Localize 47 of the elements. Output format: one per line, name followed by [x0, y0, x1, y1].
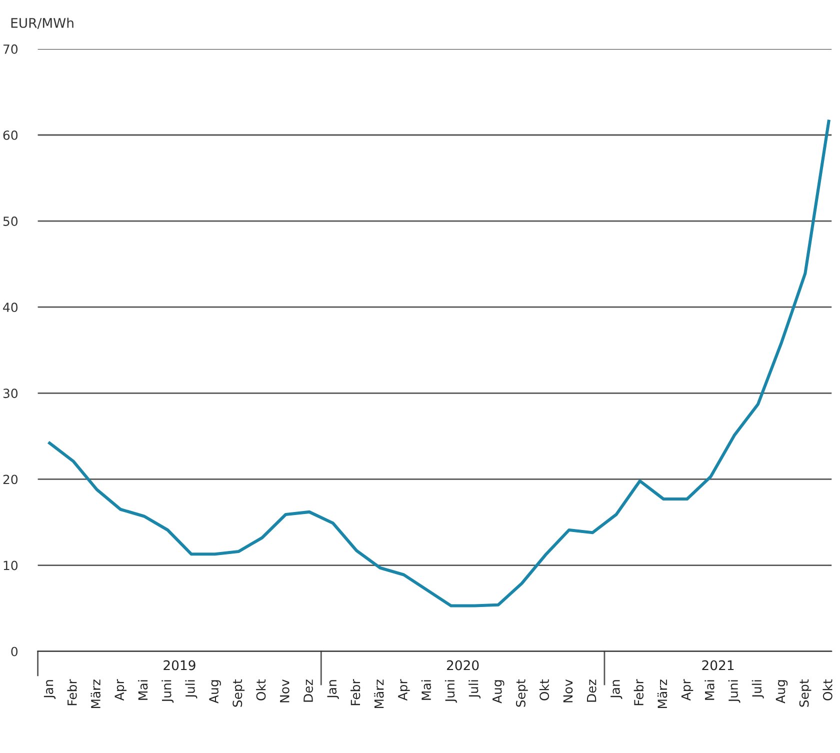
- x-tick-label: Juli: [752, 680, 764, 698]
- x-tick-label: Sept: [799, 679, 812, 707]
- x-tick-label: Mai: [138, 680, 148, 700]
- y-tick-label: 0: [11, 646, 18, 656]
- x-tick-label: Mai: [421, 680, 432, 700]
- x-tick-label: Mai: [704, 680, 714, 700]
- y-tick-label: 40: [3, 302, 18, 312]
- x-tick-label: Aug: [776, 680, 788, 704]
- x-tick-label: Aug: [209, 680, 221, 704]
- x-tick-label: März: [657, 680, 668, 708]
- x-tick-label: Okt: [822, 679, 832, 700]
- x-tick-label: Juni: [162, 680, 174, 703]
- y-tick-label: 70: [3, 44, 18, 54]
- x-tick-label: März: [374, 680, 384, 708]
- x-tick-label: Jan: [610, 680, 622, 700]
- x-tick-label: Nov: [563, 680, 573, 702]
- y-tick-label: 10: [4, 560, 18, 570]
- text: 2021: [702, 660, 734, 670]
- x-tick-label: Dez: [586, 680, 596, 702]
- x-tick-label: Febr: [67, 679, 77, 706]
- x-tick-label: Febr: [350, 679, 360, 706]
- x-tick-label: Dez: [304, 680, 313, 702]
- y-tick-label: 50: [3, 216, 18, 226]
- text: 2020: [446, 660, 479, 670]
- x-tick-label: Nov: [280, 680, 290, 702]
- x-tick-label: Okt: [539, 679, 550, 700]
- x-tick-label: Juli: [185, 680, 198, 698]
- x-tick-label: Febr: [634, 679, 644, 706]
- x-tick-label: Apr: [681, 679, 694, 701]
- x-tick-label: Sept: [232, 679, 245, 707]
- x-tick-label: Jan: [327, 680, 339, 700]
- x-tick-label: Okt: [256, 679, 266, 700]
- x-tick-label: Apr: [398, 679, 410, 701]
- text: 2019: [164, 660, 196, 670]
- x-tick-label: März: [90, 680, 100, 708]
- x-tick-label: Sept: [516, 679, 528, 707]
- x-tick-label: Apr: [114, 679, 126, 701]
- y-axis-title: EUR/MWh: [11, 18, 74, 29]
- x-tick-label: Juli: [468, 680, 481, 698]
- x-tick-label: Jan: [44, 680, 56, 700]
- x-tick-label: Juni: [728, 680, 740, 703]
- x-tick-label: Aug: [492, 680, 504, 704]
- x-tick-label: Juni: [444, 680, 457, 703]
- y-tick-label: 60: [3, 130, 18, 140]
- y-tick-label: 20: [3, 474, 18, 484]
- line-series: [48, 120, 830, 608]
- y-tick-label: 30: [3, 388, 18, 398]
